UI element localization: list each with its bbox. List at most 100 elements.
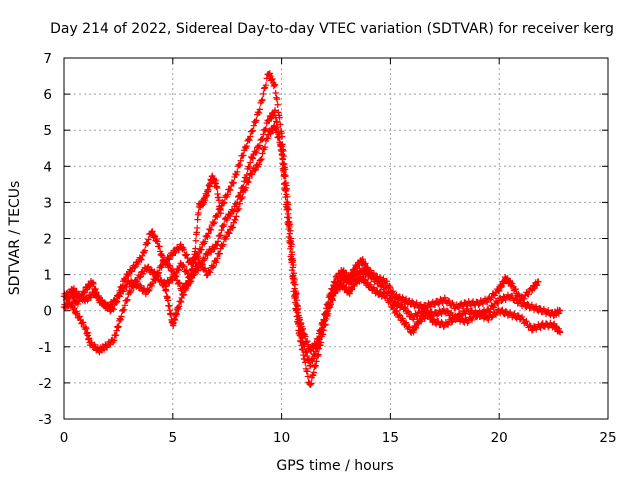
data-point [193, 263, 201, 270]
data-point [445, 297, 453, 305]
data-point [117, 316, 124, 323]
data-point [287, 243, 295, 250]
data-point [211, 245, 218, 252]
data-point [261, 127, 269, 134]
data-point [515, 290, 522, 298]
plot-frame [63, 57, 609, 420]
data-point [268, 76, 276, 83]
data-point [251, 167, 258, 174]
data-point [414, 313, 421, 320]
data-point [346, 290, 353, 297]
data-point [271, 81, 278, 88]
data-point [192, 245, 199, 252]
data-point [544, 307, 552, 314]
data-point [488, 314, 495, 321]
data-point [105, 302, 112, 310]
data-point [262, 125, 270, 133]
data-point [301, 343, 308, 350]
data-point [123, 297, 130, 304]
data-point [145, 287, 152, 295]
data-point [499, 306, 506, 314]
data-point [73, 309, 81, 317]
data-point [273, 119, 281, 126]
data-point [227, 186, 234, 194]
data-point [414, 320, 422, 328]
data-point [281, 179, 289, 187]
y-tick-label: -2 [39, 376, 52, 392]
data-point [284, 210, 292, 218]
data-point [532, 303, 540, 310]
chart-title: Day 214 of 2022, Sidereal Day-to-day VTE… [50, 21, 614, 37]
data-point [127, 287, 135, 295]
data-point [525, 291, 532, 298]
data-point [218, 226, 225, 234]
data-point [521, 299, 528, 306]
data-point [523, 318, 530, 325]
data-point [449, 318, 456, 325]
data-point [270, 82, 277, 90]
data-point [118, 313, 125, 320]
data-point [274, 101, 281, 108]
y-tick-label: 2 [43, 232, 52, 248]
data-point [163, 287, 170, 295]
data-point [175, 279, 183, 286]
data-point [376, 288, 384, 296]
data-point [288, 251, 295, 258]
data-point [121, 302, 129, 309]
data-point [326, 298, 334, 306]
data-point [230, 179, 237, 186]
data-point [143, 239, 150, 246]
data-point [131, 264, 138, 271]
data-point [271, 107, 279, 114]
data-point [537, 324, 544, 332]
data-point [235, 205, 243, 213]
data-point [331, 287, 338, 294]
data-point [395, 311, 403, 318]
data-point [211, 218, 218, 226]
data-point [271, 81, 279, 89]
data-point [266, 70, 274, 77]
data-point [392, 308, 399, 315]
data-point [500, 293, 507, 300]
data-point [207, 226, 215, 233]
data-point [113, 298, 121, 305]
data-point [198, 246, 205, 253]
y-tick-label: 5 [43, 123, 52, 139]
data-point [175, 267, 183, 274]
data-point [509, 292, 516, 300]
data-point [468, 316, 476, 324]
data-point [489, 313, 496, 320]
data-point [487, 306, 494, 313]
data-point [264, 135, 271, 142]
data-point [485, 316, 492, 324]
data-point [246, 174, 253, 182]
data-point [283, 191, 290, 198]
data-point [336, 280, 343, 288]
data-point [260, 85, 268, 92]
data-point [273, 94, 280, 101]
data-point [303, 348, 310, 356]
data-point [154, 238, 161, 245]
data-point [422, 310, 429, 317]
y-tick-label: 0 [43, 304, 52, 320]
data-point [478, 311, 485, 319]
data-point [307, 361, 314, 369]
data-point [147, 266, 155, 273]
data-point [247, 133, 254, 140]
data-point [362, 260, 369, 267]
y-tick-labels: -3 -2 -1 0 1 2 3 4 5 6 7 [39, 51, 52, 428]
data-point [247, 170, 255, 178]
data-point [535, 278, 542, 286]
data-point [379, 280, 386, 288]
data-point [419, 305, 427, 313]
data-point [248, 154, 256, 161]
data-point [311, 351, 318, 358]
data-point [361, 261, 368, 268]
data-point [292, 294, 300, 301]
data-point [151, 276, 158, 283]
data-point [145, 236, 152, 243]
data-point [260, 90, 267, 98]
data-point [136, 274, 143, 281]
data-point [370, 284, 378, 291]
data-point [79, 319, 87, 326]
